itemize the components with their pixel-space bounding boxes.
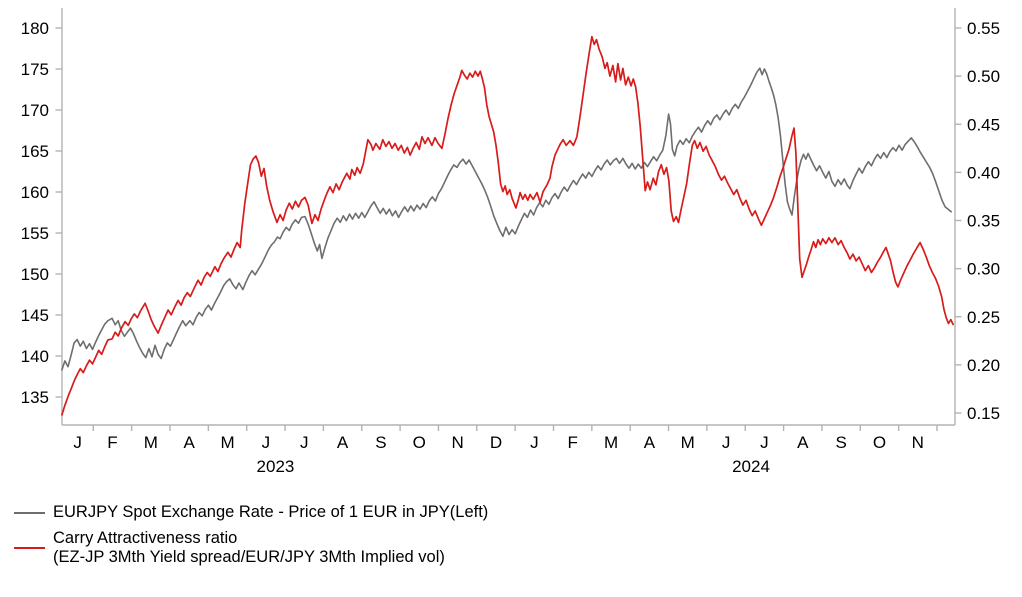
right-tick-label: 0.30: [967, 260, 1000, 279]
legend-label-carry-ratio-line1: Carry Attractiveness ratio: [53, 529, 238, 547]
x-tick-label: D: [490, 433, 502, 452]
legend-label-carry-ratio: Carry Attractiveness ratio (EZ-JP 3Mth Y…: [53, 529, 445, 567]
left-tick-label: 145: [21, 306, 49, 325]
year-label: 2023: [257, 457, 295, 476]
carry-ratio-line-swatch: [14, 547, 45, 549]
year-label: 2024: [732, 457, 770, 476]
right-tick-label: 0.40: [967, 163, 1000, 182]
right-tick-label: 0.45: [967, 115, 1000, 134]
left-tick-label: 165: [21, 142, 49, 161]
left-axis: 135 140 145 150 155 160 165 170 175 180: [21, 19, 62, 407]
left-tick-label: 140: [21, 347, 49, 366]
x-tick-label: A: [184, 433, 196, 452]
x-tick-label: J: [262, 433, 271, 452]
series-lines: [61, 35, 954, 416]
x-axis: J F M A M J J A S O N D J F M A M J J A S O N 2023 2024: [73, 425, 938, 476]
x-tick-label: J: [760, 433, 769, 452]
x-tick-label: A: [797, 433, 809, 452]
right-tick-label: 0.25: [967, 308, 1000, 327]
x-tick-label: S: [835, 433, 846, 452]
left-tick-label: 155: [21, 224, 49, 243]
left-tick-label: 135: [21, 388, 49, 407]
x-tick-label: S: [375, 433, 386, 452]
x-tick-label: J: [722, 433, 731, 452]
legend-label-eurjpy: EURJPY Spot Exchange Rate - Price of 1 E…: [53, 503, 489, 521]
right-tick-label: 0.55: [967, 19, 1000, 38]
x-tick-label: O: [873, 433, 886, 452]
carry-ratio-line: [61, 35, 954, 416]
x-tick-label: F: [567, 433, 577, 452]
axes: [61, 8, 956, 426]
x-tick-label: M: [144, 433, 158, 452]
x-tick-label: N: [451, 433, 463, 452]
left-tick-label: 170: [21, 101, 49, 120]
legend-item-carry-ratio: Carry Attractiveness ratio (EZ-JP 3Mth Y…: [14, 529, 488, 567]
x-tick-label: J: [530, 433, 539, 452]
x-tick-label: M: [604, 433, 618, 452]
left-tick-label: 160: [21, 183, 49, 202]
x-tick-label: A: [337, 433, 349, 452]
x-tick-label: N: [912, 433, 924, 452]
x-tick-label: J: [73, 433, 82, 452]
x-tick-label: M: [220, 433, 234, 452]
left-tick-label: 150: [21, 265, 49, 284]
right-tick-label: 0.15: [967, 404, 1000, 423]
right-axis: 0.15 0.20 0.25 0.30 0.35 0.40 0.45 0.50 0.55: [955, 19, 1000, 423]
right-tick-label: 0.50: [967, 67, 1000, 86]
x-tick-label: O: [413, 433, 426, 452]
left-tick-label: 175: [21, 60, 49, 79]
eurjpy-line: [61, 67, 953, 371]
legend-label-carry-ratio-line2: (EZ-JP 3Mth Yield spread/EUR/JPY 3Mth Im…: [53, 548, 445, 566]
legend-item-eurjpy: EURJPY Spot Exchange Rate - Price of 1 E…: [14, 503, 488, 522]
right-tick-label: 0.35: [967, 212, 1000, 231]
x-tick-label: F: [107, 433, 117, 452]
legend: EURJPY Spot Exchange Rate - Price of 1 E…: [14, 503, 488, 574]
eurjpy-line-swatch: [14, 512, 45, 514]
x-tick-label: J: [300, 433, 309, 452]
x-tick-label: M: [681, 433, 695, 452]
right-tick-label: 0.20: [967, 356, 1000, 375]
x-tick-label: A: [644, 433, 656, 452]
left-tick-label: 180: [21, 19, 49, 38]
